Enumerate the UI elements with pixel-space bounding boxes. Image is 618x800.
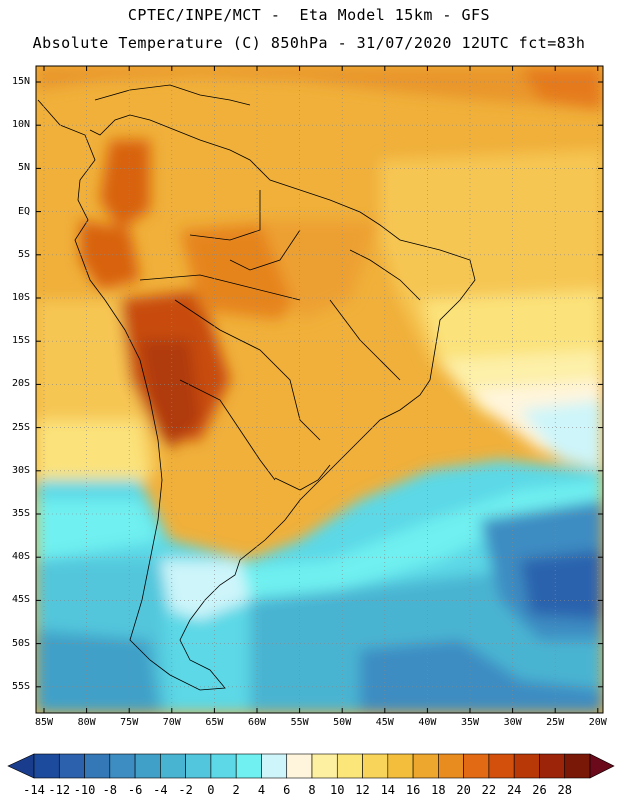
colorbar-swatch: [109, 753, 136, 779]
lon-label: 20W: [588, 717, 607, 728]
lon-label: 55W: [290, 717, 309, 728]
colorbar-swatch: [286, 753, 313, 779]
colorbar-label: 2: [232, 783, 240, 797]
lon-label: 85W: [34, 717, 54, 728]
lon-label: 80W: [77, 717, 96, 728]
chart-title-line1: CPTEC/INPE/MCT - Eta Model 15km - GFS: [127, 6, 491, 24]
colorbar-swatch: [463, 753, 490, 779]
coastlines: [37, 84, 476, 691]
colorbar-label: -6: [127, 783, 143, 797]
colorbar-swatch: [84, 753, 111, 779]
colorbar-label: 16: [405, 783, 421, 797]
colorbar-label: 14: [380, 783, 396, 797]
colorbar-swatch: [336, 753, 363, 779]
map-frame: [35, 65, 604, 714]
lat-label: 40S: [11, 551, 30, 563]
lat-label: 35S: [11, 508, 30, 519]
colorbar-swatch: [513, 753, 540, 779]
lon-label: 60W: [247, 717, 267, 728]
colorbar-swatch: [362, 753, 389, 779]
colorbar-label: -8: [102, 783, 118, 797]
lon-label: 40W: [418, 717, 437, 728]
colorbar-label: 26: [532, 783, 547, 797]
lat-label: 10N: [11, 119, 30, 131]
lon-label: 30W: [503, 717, 522, 728]
lon-label: 50W: [333, 717, 352, 728]
lat-label: 45S: [11, 594, 30, 606]
colorbar-swatch: [261, 753, 288, 779]
lat-label: 5S: [17, 248, 30, 260]
lat-label: 50S: [11, 637, 30, 649]
colorbar-label: 28: [557, 783, 572, 797]
colorbar-low-arrow: [7, 753, 35, 779]
colorbar: [7, 753, 615, 779]
colorbar-swatch: [387, 753, 414, 779]
colorbar-swatch: [134, 753, 161, 779]
lat-label: 55S: [11, 680, 30, 692]
colorbar-label: -2: [178, 783, 193, 797]
colorbar-label: 22: [481, 783, 497, 797]
colorbar-swatch: [438, 753, 464, 779]
colorbar-label: 12: [355, 783, 370, 797]
colorbar-swatch: [564, 753, 591, 779]
graticule: [36, 66, 603, 713]
colorbar-label: 0: [207, 783, 215, 797]
colorbar-label: 18: [431, 783, 446, 797]
colorbar-swatch: [160, 753, 186, 779]
colorbar-swatch: [185, 753, 212, 779]
lat-label: 20S: [11, 378, 30, 390]
colorbar-label: -4: [153, 783, 168, 797]
lon-label: 70W: [162, 717, 181, 728]
colorbar-swatch: [210, 753, 237, 779]
colorbar-swatch: [488, 753, 515, 779]
colorbar-swatch: [58, 753, 85, 779]
lat-label: EQ: [17, 205, 30, 217]
colorbar-label: -14: [23, 783, 45, 797]
colorbar-label: -12: [48, 783, 71, 797]
colorbar-label: 20: [456, 783, 471, 797]
colorbar-label: 6: [283, 783, 291, 797]
colorbar-swatch: [311, 753, 338, 779]
lat-label: 15S: [11, 335, 30, 347]
lon-label: 45W: [375, 717, 394, 728]
lon-label: 25W: [546, 717, 565, 728]
axis-ticks: [36, 66, 603, 713]
colorbar-label: 10: [330, 783, 345, 797]
lon-label: 65W: [205, 717, 224, 728]
colorbar-swatch: [235, 753, 262, 779]
colorbar-label: -10: [73, 783, 96, 797]
colorbar-swatch: [539, 753, 566, 779]
colorbar-label: 4: [257, 783, 266, 797]
colorbar-label: 24: [506, 783, 522, 797]
colorbar-swatch: [33, 753, 60, 779]
colorbar-swatch: [412, 753, 439, 779]
lon-label: 35W: [460, 717, 480, 728]
lon-label: 75W: [120, 717, 139, 728]
lat-label: 10S: [11, 292, 30, 303]
colorbar-label: 8: [308, 783, 316, 797]
lat-label: 5N: [17, 162, 30, 174]
lat-label: 30S: [11, 464, 30, 476]
temperature-field: [36, 66, 603, 713]
lat-label: 25S: [11, 421, 30, 433]
chart-title-line2: Absolute Temperature (C) 850hPa - 31/07/…: [32, 34, 586, 52]
lat-label: 15N: [11, 76, 30, 87]
colorbar-high-arrow: [589, 753, 615, 779]
